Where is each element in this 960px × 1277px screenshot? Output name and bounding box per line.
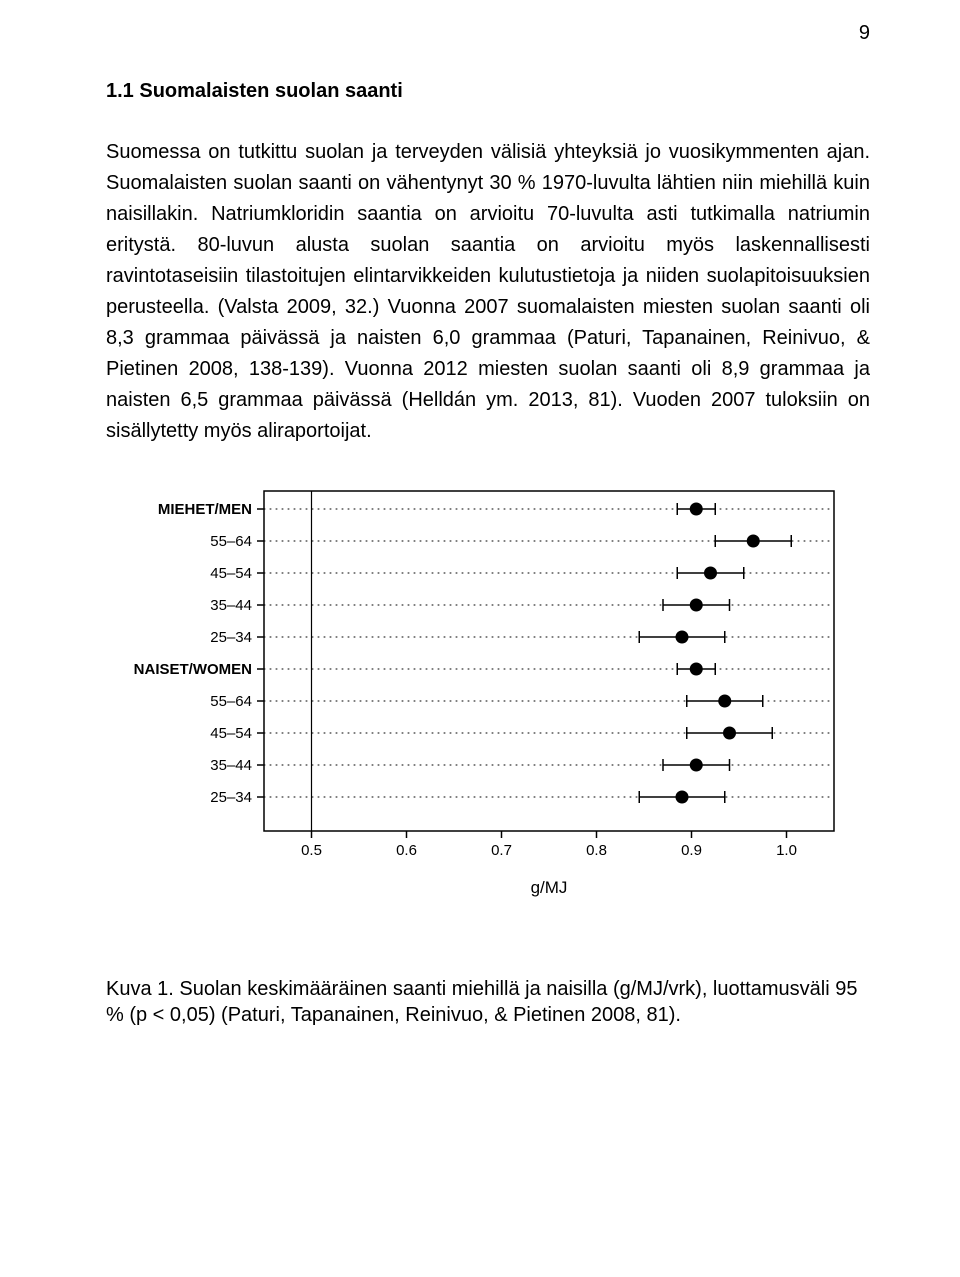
page-number: 9 bbox=[859, 22, 870, 45]
section-heading: 1.1 Suomalaisten suolan saanti bbox=[106, 80, 870, 103]
figure-caption: Kuva 1. Suolan keskimääräinen saanti mie… bbox=[106, 976, 870, 1028]
svg-text:NAISET/WOMEN: NAISET/WOMEN bbox=[134, 661, 252, 678]
svg-text:1.0: 1.0 bbox=[776, 842, 797, 859]
svg-text:35–44: 35–44 bbox=[210, 597, 252, 614]
svg-text:0.5: 0.5 bbox=[301, 842, 322, 859]
body-text: Suomessa on tutkittu suolan ja terveyden… bbox=[106, 137, 870, 447]
svg-text:45–54: 45–54 bbox=[210, 725, 252, 742]
svg-text:25–34: 25–34 bbox=[210, 629, 252, 646]
svg-text:0.9: 0.9 bbox=[681, 842, 702, 859]
svg-text:0.7: 0.7 bbox=[491, 842, 512, 859]
forest-plot-chart: MIEHET/MEN 55–64 45–54 35–44 25–34 NAISET/WOM… bbox=[106, 481, 870, 916]
svg-text:35–44: 35–44 bbox=[210, 757, 252, 774]
svg-text:55–64: 55–64 bbox=[210, 693, 252, 710]
svg-text:55–64: 55–64 bbox=[210, 533, 252, 550]
svg-text:MIEHET/MEN: MIEHET/MEN bbox=[158, 501, 252, 518]
svg-text:g/MJ: g/MJ bbox=[531, 878, 568, 897]
chart-svg: MIEHET/MEN 55–64 45–54 35–44 25–34 NAISET/WOM… bbox=[106, 481, 866, 911]
svg-text:45–54: 45–54 bbox=[210, 565, 252, 582]
svg-text:0.8: 0.8 bbox=[586, 842, 607, 859]
svg-text:0.6: 0.6 bbox=[396, 842, 417, 859]
svg-text:25–34: 25–34 bbox=[210, 789, 252, 806]
